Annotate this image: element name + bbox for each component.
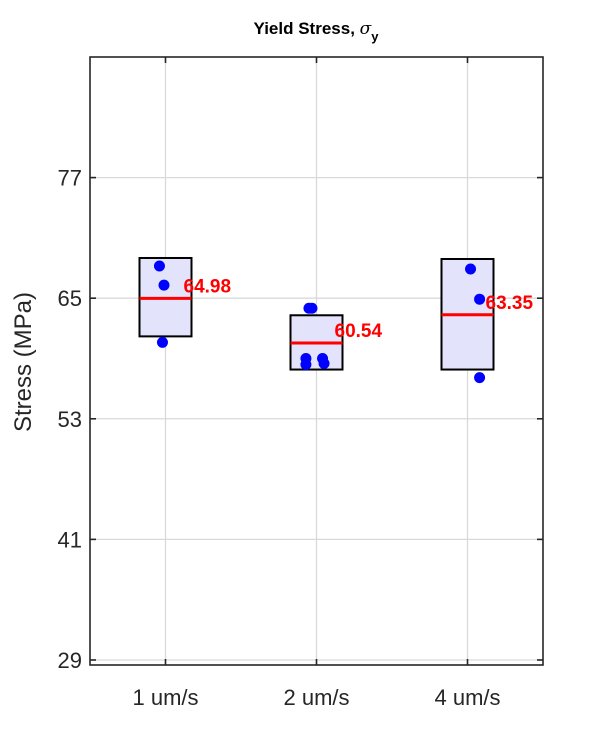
y-tick-label: 77 bbox=[58, 166, 82, 191]
chart-title-text: Yield Stress, bbox=[254, 19, 360, 38]
chart-title-symbol: σ bbox=[360, 19, 372, 39]
axes-frame bbox=[89, 56, 544, 666]
data-point bbox=[153, 260, 165, 272]
mean-value-label: 64.98 bbox=[184, 276, 232, 297]
x-tick-label: 2 um/s bbox=[283, 685, 349, 710]
data-point bbox=[474, 293, 486, 305]
y-axis-label: Stress (MPa) bbox=[10, 292, 37, 432]
x-tick-label: 1 um/s bbox=[132, 685, 198, 710]
x-tick-label: 4 um/s bbox=[434, 685, 500, 710]
y-tick-label: 41 bbox=[58, 527, 82, 552]
mean-value-label: 63.35 bbox=[486, 293, 534, 314]
y-tick-label: 65 bbox=[58, 286, 82, 311]
y-tick-label: 53 bbox=[58, 407, 82, 432]
data-point bbox=[156, 336, 168, 348]
mean-value-label: 60.54 bbox=[335, 321, 383, 342]
data-point bbox=[158, 279, 170, 291]
point-layer: 64.98 60.54 63.35 bbox=[139, 260, 534, 384]
data-point bbox=[300, 359, 312, 371]
tick-labels: 29 41 53 65 77 1 um/s 2 um/s 4 um/s bbox=[58, 166, 501, 710]
data-point bbox=[318, 358, 330, 370]
y-tick-label: 29 bbox=[58, 648, 82, 673]
chart-title-subscript: y bbox=[371, 29, 379, 44]
chart-title: Yield Stress, σy bbox=[254, 19, 380, 44]
data-point bbox=[474, 372, 486, 384]
data-point bbox=[465, 263, 477, 275]
data-point bbox=[306, 302, 318, 314]
